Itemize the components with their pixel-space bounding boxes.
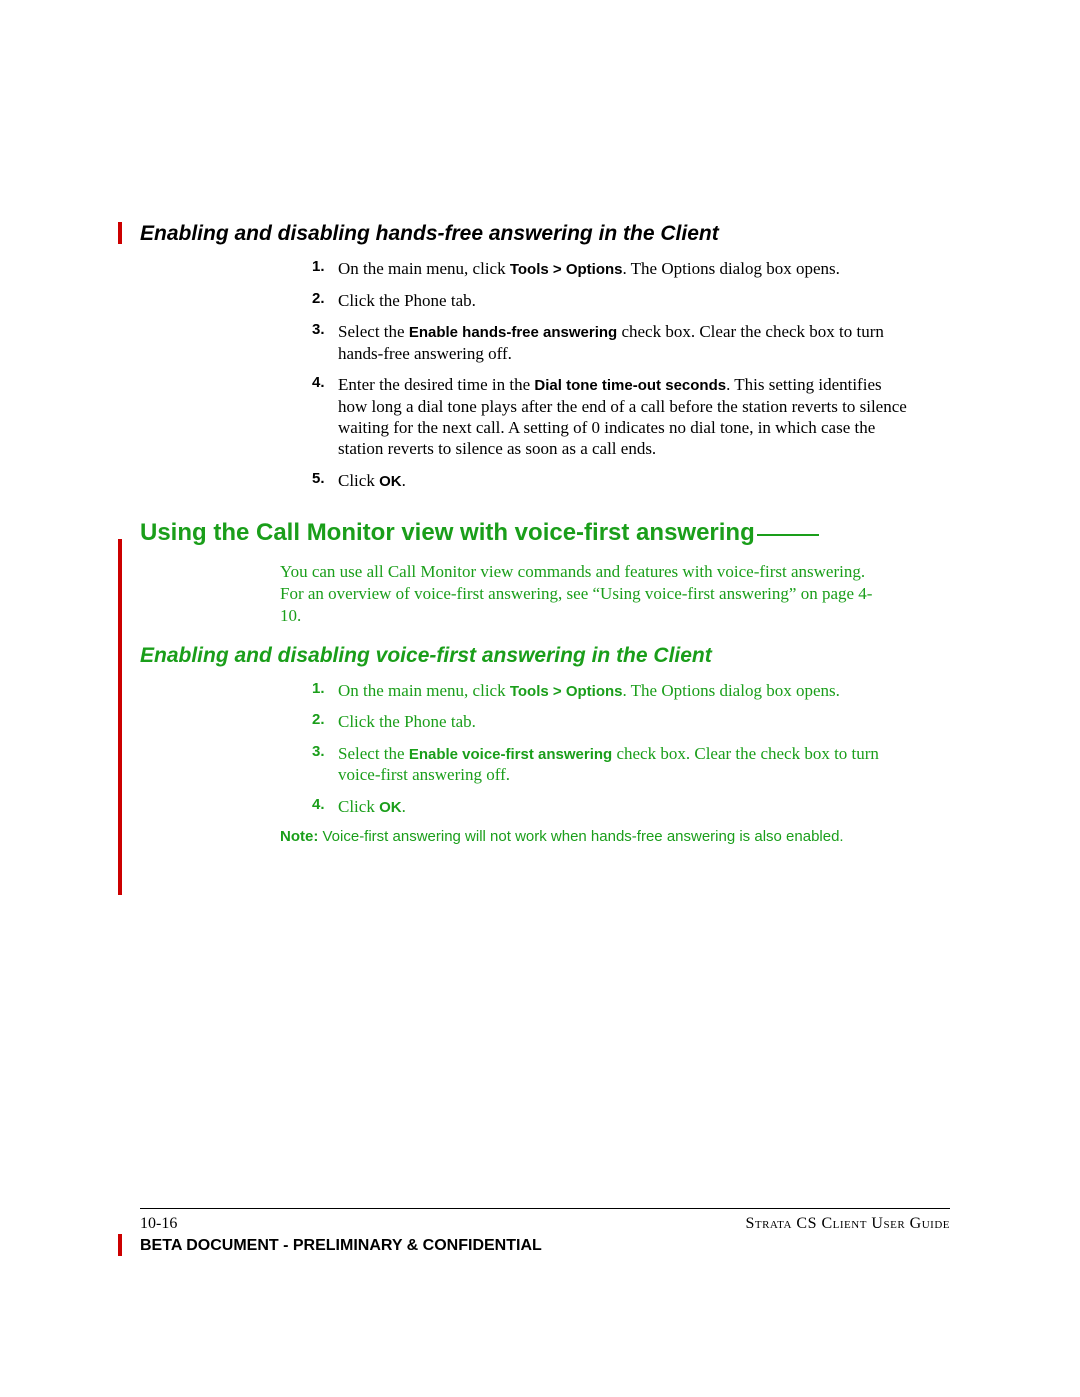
bold-term: OK (379, 799, 402, 816)
list-item: 1.On the main menu, click Tools > Option… (312, 680, 910, 702)
bold-term: Tools > Options (510, 261, 623, 278)
footer-row: 10-16 Strata CS Client User Guide (140, 1215, 950, 1233)
steps-list-voicefirst: 1.On the main menu, click Tools > Option… (312, 680, 910, 818)
intro-paragraph: You can use all Call Monitor view comman… (280, 561, 890, 627)
bold-term: Enable hands-free answering (409, 324, 617, 341)
step-text: Select the Enable hands-free answering c… (338, 321, 910, 364)
heading-text: Using the Call Monitor view with voice-f… (140, 519, 755, 546)
change-bar (118, 1234, 122, 1256)
bold-term: Enable voice-first answering (409, 746, 612, 763)
step-text: Click the Phone tab. (338, 711, 910, 732)
bold-term: Dial tone time-out seconds (534, 377, 726, 394)
list-item: 1.On the main menu, click Tools > Option… (312, 258, 910, 280)
step-text: Select the Enable voice-first answering … (338, 743, 910, 786)
subsection-heading-voicefirst: Enabling and disabling voice-first answe… (140, 644, 950, 668)
step-number: 2. (312, 290, 338, 311)
page-number: 10-16 (140, 1215, 177, 1233)
list-item: 4.Click OK. (312, 796, 910, 818)
section-heading-voicefirst-monitor: Using the Call Monitor view with voice-f… (140, 519, 950, 547)
step-number: 4. (312, 796, 338, 818)
steps-list-handsfree: 1.On the main menu, click Tools > Option… (312, 258, 910, 491)
step-number: 3. (312, 321, 338, 364)
note-label: Note: (280, 828, 318, 845)
note-text: Voice-first answering will not work when… (318, 828, 843, 845)
step-text: Enter the desired time in the Dial tone … (338, 374, 910, 460)
footer-rule (140, 1208, 950, 1209)
step-number: 4. (312, 374, 338, 460)
change-bar (118, 222, 122, 244)
bold-term: Tools > Options (510, 683, 623, 700)
list-item: 2.Click the Phone tab. (312, 711, 910, 732)
step-text: Click OK. (338, 470, 910, 492)
list-item: 2.Click the Phone tab. (312, 290, 910, 311)
subsection-heading-handsfree: Enabling and disabling hands-free answer… (140, 222, 950, 246)
step-text: Click the Phone tab. (338, 290, 910, 311)
heading-underline (757, 534, 819, 536)
bold-term: OK (379, 473, 402, 490)
list-item: 5.Click OK. (312, 470, 910, 492)
step-text: On the main menu, click Tools > Options.… (338, 258, 910, 280)
step-text: Click OK. (338, 796, 910, 818)
list-item: 3.Select the Enable voice-first answerin… (312, 743, 910, 786)
note-paragraph: Note: Voice-first answering will not wor… (280, 827, 890, 847)
beta-notice: BETA DOCUMENT - PRELIMINARY & CONFIDENTI… (140, 1237, 950, 1255)
page-footer: 10-16 Strata CS Client User Guide BETA D… (140, 1208, 950, 1255)
step-number: 5. (312, 470, 338, 492)
list-item: 4.Enter the desired time in the Dial ton… (312, 374, 910, 460)
change-bar (118, 539, 122, 895)
list-item: 3.Select the Enable hands-free answering… (312, 321, 910, 364)
step-number: 1. (312, 680, 338, 702)
guide-title: Strata CS Client User Guide (745, 1215, 950, 1233)
document-page: Enabling and disabling hands-free answer… (0, 0, 1080, 848)
step-number: 2. (312, 711, 338, 732)
step-text: On the main menu, click Tools > Options.… (338, 680, 910, 702)
step-number: 1. (312, 258, 338, 280)
step-number: 3. (312, 743, 338, 786)
